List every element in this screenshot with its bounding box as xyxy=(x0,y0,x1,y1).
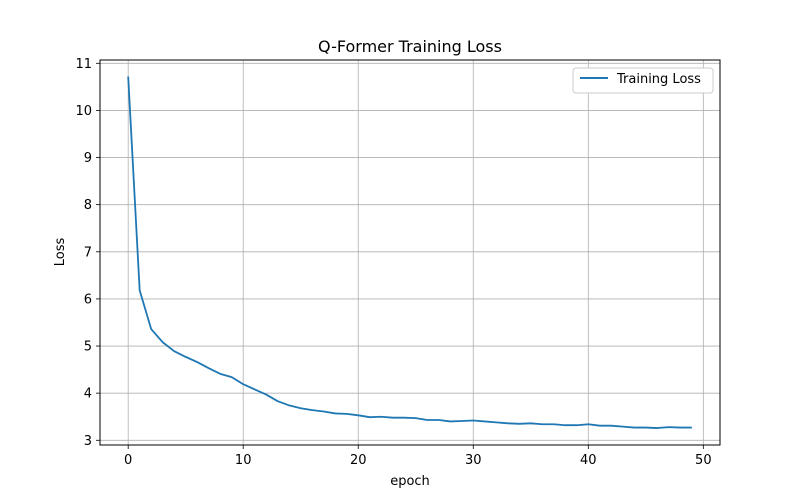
x-tick-label: 30 xyxy=(465,453,482,468)
legend-box xyxy=(572,67,714,94)
grid-lines xyxy=(100,60,720,445)
legend: Training Loss xyxy=(572,67,714,94)
y-tick-label: 9 xyxy=(84,151,92,166)
x-tick-label: 10 xyxy=(235,453,252,468)
y-axis: 3 4 5 6 7 8 9 10 11 xyxy=(75,57,100,449)
y-axis-label: Loss xyxy=(53,238,68,267)
series-layer xyxy=(127,76,692,429)
y-tick-label: 11 xyxy=(75,57,92,72)
y-tick-label: 10 xyxy=(75,104,92,119)
chart-title: Q-Former Training Loss xyxy=(318,37,502,56)
x-tick-label: 40 xyxy=(580,453,597,468)
y-tick-label: 7 xyxy=(84,245,92,260)
y-tick-label: 6 xyxy=(84,292,92,307)
plot-area xyxy=(100,60,720,445)
y-tick-label: 5 xyxy=(84,340,92,355)
x-tick-label: 0 xyxy=(124,453,132,468)
y-tick-label: 3 xyxy=(84,434,92,449)
x-axis-label: epoch xyxy=(390,474,430,489)
x-tick-label: 20 xyxy=(350,453,367,468)
y-tick-label: 8 xyxy=(84,198,92,213)
x-tick-label: 50 xyxy=(695,453,712,468)
x-axis: 0 10 20 30 40 50 xyxy=(124,445,712,468)
plot-frame xyxy=(99,59,721,446)
legend-label-training-loss: Training Loss xyxy=(616,72,701,87)
series-line-training-loss xyxy=(127,76,692,429)
y-tick-label: 4 xyxy=(84,387,92,402)
